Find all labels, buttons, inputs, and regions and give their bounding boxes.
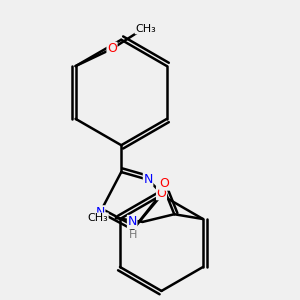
Text: N: N (128, 215, 137, 228)
Text: O: O (107, 42, 117, 55)
Text: CH₃: CH₃ (135, 24, 156, 34)
Text: CH₃: CH₃ (87, 213, 108, 223)
Text: O: O (160, 177, 170, 190)
Text: N: N (143, 173, 153, 186)
Text: H: H (128, 230, 137, 240)
Text: O: O (157, 187, 166, 200)
Text: N: N (95, 206, 105, 219)
